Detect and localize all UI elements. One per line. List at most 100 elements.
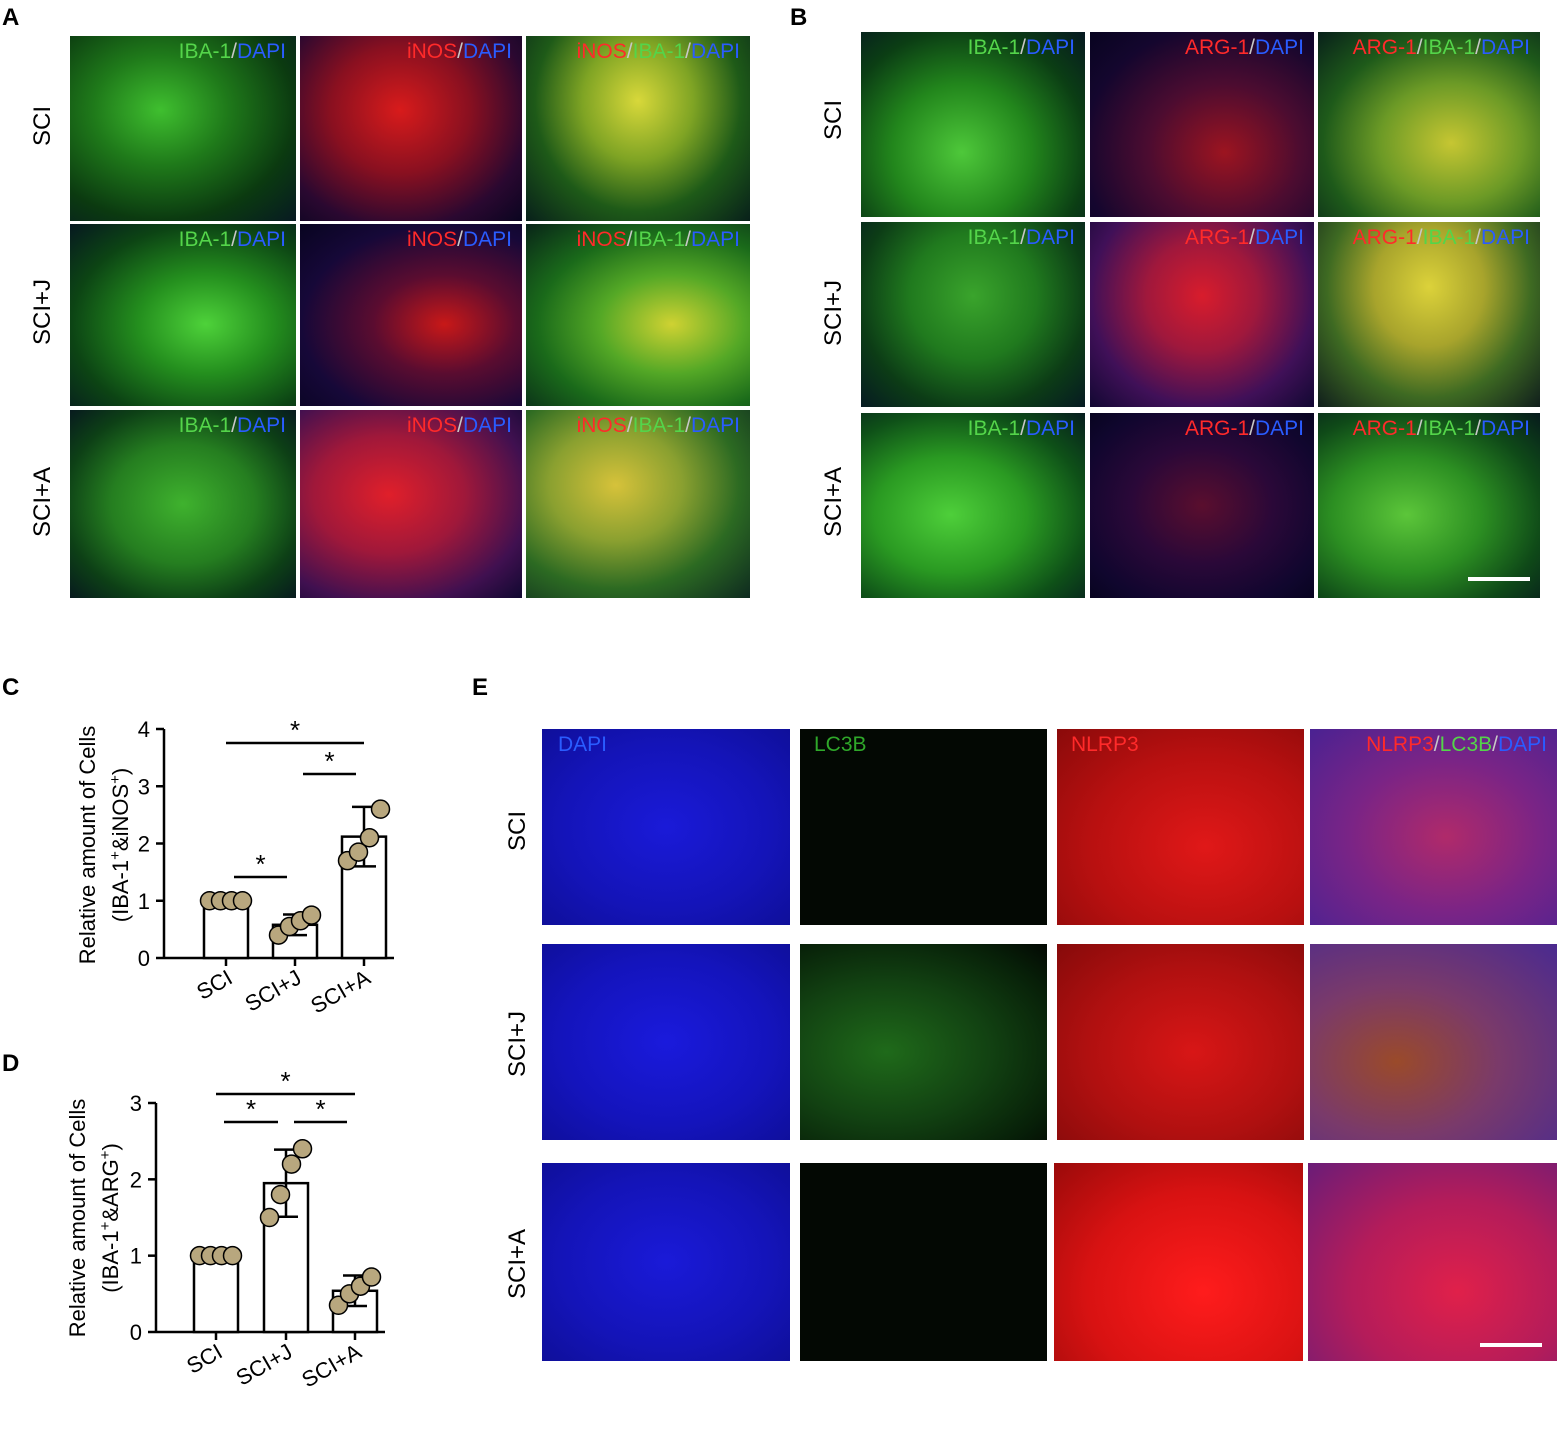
micro-label: iNOS/DAPI [406, 40, 512, 63]
micrograph-a-scij-inos: iNOS/DAPI [300, 224, 522, 406]
micrograph-e-sci-merge: NLRP3/LC3B/DAPI [1310, 729, 1557, 925]
panel-letter-c: C [2, 674, 20, 701]
row-label-sci-j: SCI+J [820, 279, 847, 347]
micrograph-a-sci-iba1: IBA-1/DAPI [70, 36, 296, 221]
micrograph-b-sci-iba1: IBA-1/DAPI [861, 32, 1085, 217]
micrograph-e-scij-nlrp3 [1057, 944, 1304, 1140]
significance-star: * [315, 1094, 325, 1124]
chart-d: 0 1 2 3 SCI SCI+J SCI+A * * * Relative amount of C… [65, 1066, 385, 1393]
data-point [281, 1154, 302, 1174]
micro-label: ARG-1/DAPI [1184, 36, 1304, 59]
micrograph-a-sci-merge: iNOS/IBA-1/DAPI [526, 36, 750, 221]
micro-label: IBA-1/DAPI [178, 40, 286, 63]
micrograph-b-sci-arg1: ARG-1/DAPI [1090, 32, 1314, 217]
data-point [292, 1139, 313, 1159]
micro-label: iNOS/DAPI [406, 414, 512, 437]
y-tick-label: 1 [130, 1244, 142, 1269]
data-point [259, 1207, 280, 1228]
micro-label: IBA-1/DAPI [967, 417, 1075, 440]
y-tick-label: 1 [138, 889, 150, 914]
micrograph-a-scij-iba1: IBA-1/DAPI [70, 224, 296, 406]
micrograph-b-scia-iba1: IBA-1/DAPI [861, 413, 1085, 598]
micrograph-e-scia-lc3b [800, 1163, 1047, 1361]
micro-label: IBA-1/DAPI [967, 226, 1075, 249]
y-tick-label: 3 [130, 1091, 142, 1116]
row-label-sci-a: SCI+A [820, 466, 847, 538]
data-point [348, 842, 369, 862]
micrograph-b-scia-arg1: ARG-1/DAPI [1090, 413, 1314, 598]
micrograph-e-sci-lc3b: LC3B [800, 729, 1047, 925]
panel-letter-b: B [790, 4, 808, 31]
micrograph-a-scia-merge: iNOS/IBA-1/DAPI [526, 410, 750, 598]
data-point [301, 905, 322, 925]
y-tick-label: 2 [130, 1167, 142, 1192]
micro-label: IBA-1/DAPI [967, 36, 1075, 59]
micro-label: iNOS/IBA-1/DAPI [576, 414, 740, 437]
micrograph-a-sci-inos: iNOS/DAPI [300, 36, 522, 221]
micrograph-b-scij-arg1: ARG-1/DAPI [1090, 222, 1314, 407]
y-axis-label: Relative amount of Cells [65, 1099, 90, 1337]
data-point [359, 828, 380, 848]
micro-label: NLRP3/LC3B/DAPI [1366, 733, 1547, 756]
data-point [222, 1245, 243, 1266]
data-point [361, 1267, 382, 1287]
panel-letter-e: E [472, 674, 489, 701]
y-tick-label: 4 [138, 717, 150, 742]
micro-label: ARG-1/IBA-1/DAPI [1352, 226, 1530, 249]
micro-label: LC3B [814, 733, 867, 756]
micro-label: iNOS/DAPI [406, 228, 512, 251]
panel-letter-a: A [2, 4, 20, 31]
micrograph-b-sci-merge: ARG-1/IBA-1/DAPI [1318, 32, 1540, 217]
micrograph-b-scij-merge: ARG-1/IBA-1/DAPI [1318, 222, 1540, 407]
x-tick-label: SCI+A [297, 1339, 365, 1393]
micro-label: iNOS/IBA-1/DAPI [576, 40, 740, 63]
row-label-sci: SCI [504, 811, 531, 852]
scale-bar [1468, 577, 1530, 581]
y-tick-label: 0 [130, 1320, 142, 1345]
scale-bar [1480, 1343, 1542, 1347]
micrograph-e-scia-dapi [542, 1163, 790, 1361]
micro-label: NLRP3 [1071, 733, 1139, 756]
row-label-sci-a: SCI+A [504, 1228, 531, 1300]
significance-star: * [324, 746, 334, 776]
micro-label: IBA-1/DAPI [178, 228, 286, 251]
significance-star: * [280, 1066, 290, 1096]
micrograph-b-scia-merge: ARG-1/IBA-1/DAPI [1318, 413, 1540, 598]
micro-label: ARG-1/IBA-1/DAPI [1352, 417, 1530, 440]
x-tick-label: SCI+J [232, 1339, 297, 1391]
y-tick-label: 0 [138, 946, 150, 971]
micro-label: IBA-1/DAPI [178, 414, 286, 437]
y-axis-label-2: (IBA-1+&iNOS+) [107, 768, 134, 922]
y-tick-label: 2 [138, 832, 150, 857]
row-label-sci-j: SCI+J [504, 1010, 531, 1078]
micrograph-e-sci-dapi: DAPI [542, 729, 790, 925]
y-axis-label: Relative amount of Cells [75, 726, 100, 964]
micrograph-b-scij-iba1: IBA-1/DAPI [861, 222, 1085, 407]
micro-label: iNOS/IBA-1/DAPI [576, 228, 740, 251]
data-point [232, 891, 253, 911]
micro-label: ARG-1/IBA-1/DAPI [1352, 36, 1530, 59]
row-label-sci: SCI [820, 100, 847, 141]
y-axis-label-2: (IBA-1+&ARG+) [97, 1143, 124, 1293]
micrograph-a-scij-merge: iNOS/IBA-1/DAPI [526, 224, 750, 406]
significance-star: * [255, 849, 265, 879]
micrograph-a-scia-iba1: IBA-1/DAPI [70, 410, 296, 598]
micrograph-e-scij-dapi [542, 944, 790, 1140]
micro-label: DAPI [558, 733, 608, 756]
x-tick-label: SCI [182, 1339, 226, 1379]
micrograph-a-scia-inos: iNOS/DAPI [300, 410, 522, 598]
data-point [270, 1184, 291, 1205]
bar [192, 1254, 240, 1334]
micrograph-e-scij-lc3b [800, 944, 1047, 1140]
data-point [370, 799, 391, 819]
y-tick-label: 3 [138, 774, 150, 799]
significance-star: * [290, 715, 300, 745]
micrograph-e-scij-merge [1310, 944, 1557, 1140]
micrograph-e-sci-nlrp3: NLRP3 [1057, 729, 1304, 925]
micro-label: ARG-1/DAPI [1184, 417, 1304, 440]
micro-label: ARG-1/DAPI [1184, 226, 1304, 249]
significance-star: * [246, 1094, 256, 1124]
micrograph-e-scia-merge [1308, 1163, 1557, 1361]
panel-letter-d: D [2, 1050, 20, 1077]
